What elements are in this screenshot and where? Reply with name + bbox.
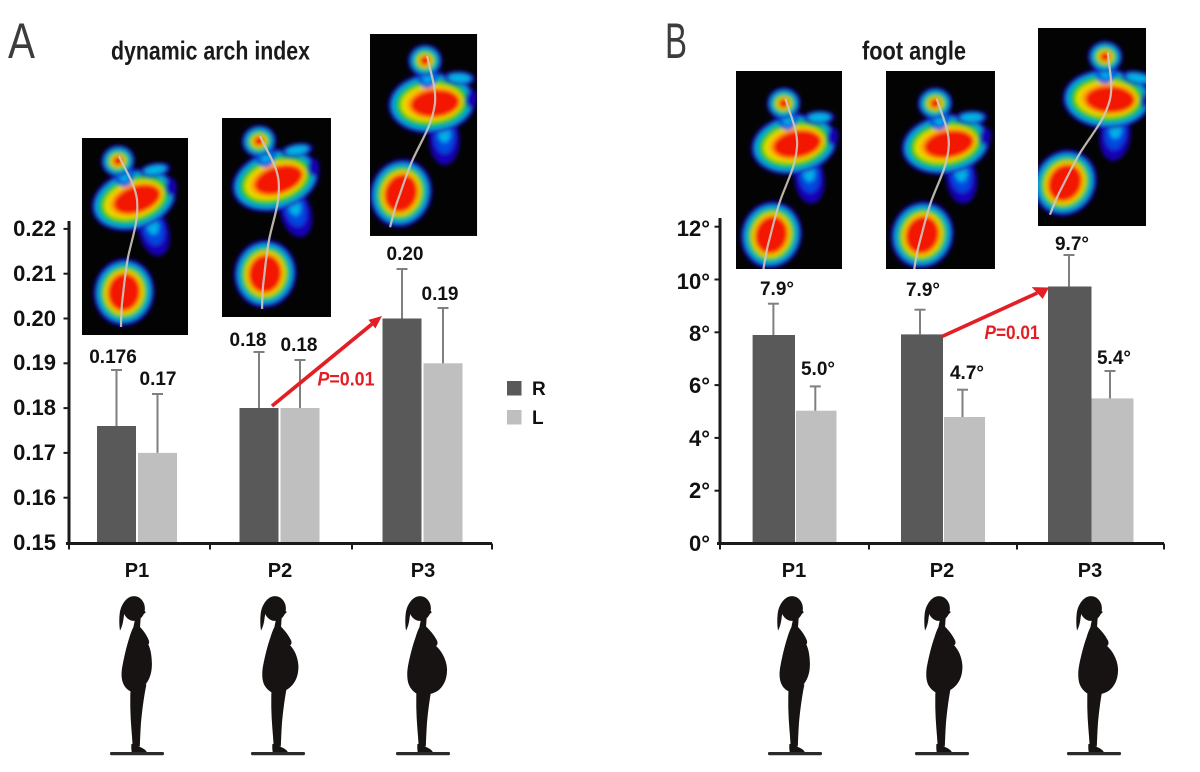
svg-text:0°: 0° [689, 531, 710, 556]
svg-text:0.18: 0.18 [281, 335, 318, 356]
svg-text:7.9°: 7.9° [906, 280, 940, 301]
svg-text:0.17: 0.17 [13, 440, 56, 465]
svg-text:10°: 10° [677, 269, 710, 294]
svg-text:2°: 2° [689, 478, 710, 503]
svg-text:P3: P3 [1078, 560, 1102, 582]
svg-text:P2: P2 [930, 560, 954, 582]
svg-text:8°: 8° [689, 321, 710, 346]
svg-text:9.7°: 9.7° [1055, 234, 1089, 255]
svg-text:6°: 6° [689, 373, 710, 398]
svg-text:5.4°: 5.4° [1097, 348, 1131, 369]
svg-text:foot angle: foot angle [862, 36, 966, 66]
svg-text:A: A [8, 13, 36, 69]
svg-text:4°: 4° [689, 426, 710, 451]
svg-text:0.17: 0.17 [140, 369, 177, 390]
svg-text:P1: P1 [125, 560, 149, 582]
svg-text:P1: P1 [782, 560, 806, 582]
svg-text:P=0.01: P=0.01 [985, 322, 1040, 344]
svg-text:R: R [532, 379, 546, 400]
svg-text:P=0.01: P=0.01 [318, 369, 375, 391]
svg-text:0.18: 0.18 [230, 330, 267, 351]
svg-text:5.0°: 5.0° [801, 359, 835, 380]
svg-text:0.21: 0.21 [13, 261, 56, 286]
svg-text:L: L [532, 408, 544, 429]
svg-text:0.20: 0.20 [13, 306, 56, 331]
svg-text:P2: P2 [268, 560, 292, 582]
svg-text:dynamic arch index: dynamic arch index [111, 36, 310, 66]
svg-text:0.18: 0.18 [13, 395, 56, 420]
svg-text:0.20: 0.20 [387, 244, 424, 265]
svg-text:0.22: 0.22 [13, 216, 56, 241]
svg-text:0.19: 0.19 [422, 284, 459, 305]
svg-text:P3: P3 [411, 560, 435, 582]
svg-text:12°: 12° [677, 216, 710, 241]
svg-text:B: B [665, 13, 687, 69]
svg-text:0.176: 0.176 [89, 347, 137, 368]
svg-text:0.15: 0.15 [13, 530, 56, 555]
svg-text:0.16: 0.16 [13, 485, 56, 510]
svg-text:4.7°: 4.7° [950, 363, 984, 384]
svg-text:0.19: 0.19 [13, 350, 56, 375]
svg-text:7.9°: 7.9° [760, 279, 794, 300]
